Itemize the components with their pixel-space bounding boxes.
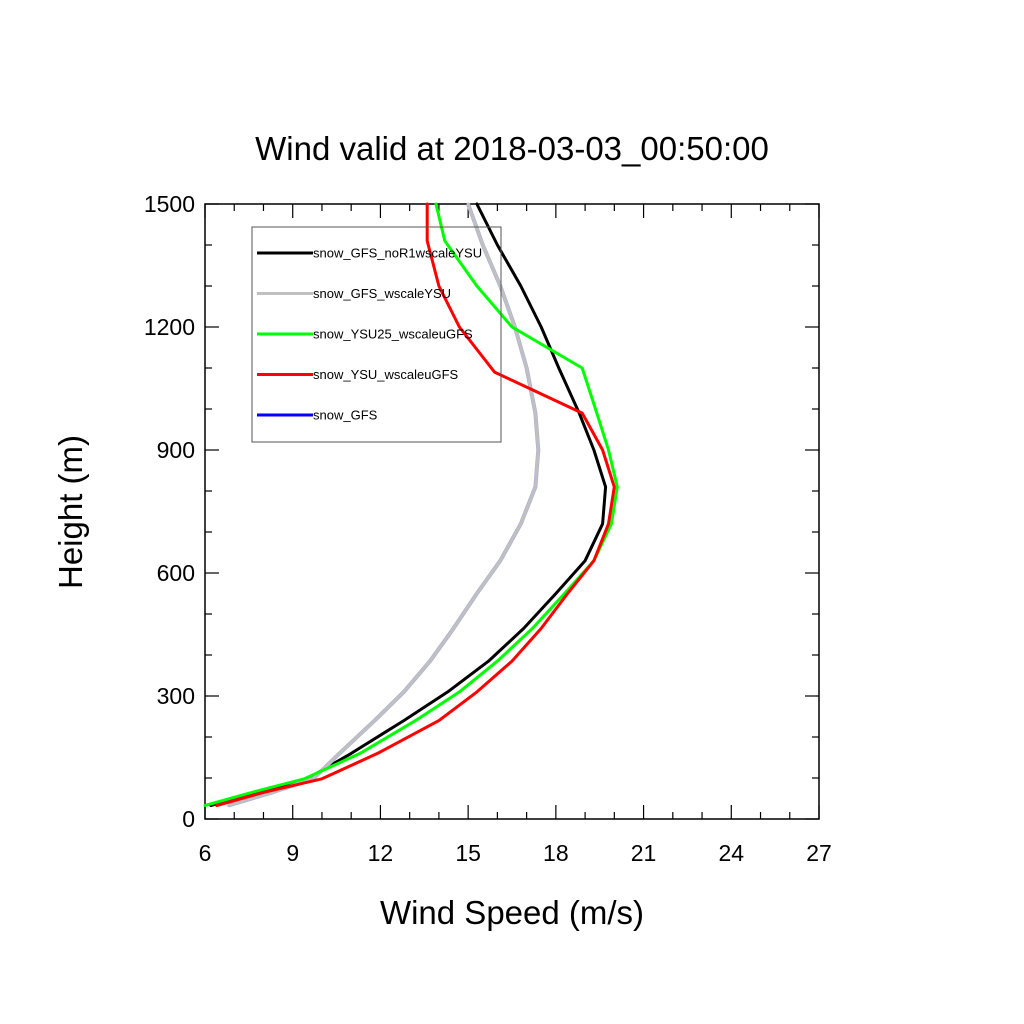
- plot-frame: [204, 203, 820, 820]
- x-tick-label: 18: [543, 840, 569, 866]
- legend-box: [251, 226, 502, 443]
- legend-label: snow_GFS_noR1wscaleYSU: [313, 246, 482, 261]
- x-tick-label: 27: [806, 840, 832, 866]
- series-line-snow_YSU_wscaleuGFS: [215, 202, 616, 807]
- plot-area: 6 9 12 15 18 21 24 27 0 300 600 900 1200 1500 snow_GFS…: [144, 191, 832, 866]
- legend-label: snow_YSU_wscaleuGFS: [313, 367, 459, 382]
- x-tick-label: 6: [199, 840, 212, 866]
- x-tick-label: 24: [718, 840, 744, 866]
- chart-title: Wind valid at 2018-03-03_00:50:00: [255, 130, 769, 167]
- y-tick-label: 600: [157, 560, 195, 586]
- x-tick-label: 21: [631, 840, 657, 866]
- x-tick-label: 9: [286, 840, 299, 866]
- legend-label: snow_YSU25_wscaleuGFS: [313, 327, 473, 342]
- legend-label: snow_GFS_wscaleYSU: [313, 286, 451, 301]
- x-tick-label: 15: [455, 840, 481, 866]
- y-tick-label: 300: [157, 683, 195, 709]
- y-axis-label: Height (m): [52, 435, 89, 589]
- y-tick-label: 1500: [144, 191, 195, 217]
- x-tick-label: 12: [368, 840, 394, 866]
- legend-label: snow_GFS: [313, 408, 378, 423]
- y-tick-label: 900: [157, 437, 195, 463]
- series-line-snow_GFS_noR1wscaleYSU: [209, 202, 608, 807]
- y-tick-label: 1200: [144, 314, 195, 340]
- y-tick-label: 0: [182, 806, 195, 832]
- x-axis-label: Wind Speed (m/s): [380, 894, 644, 931]
